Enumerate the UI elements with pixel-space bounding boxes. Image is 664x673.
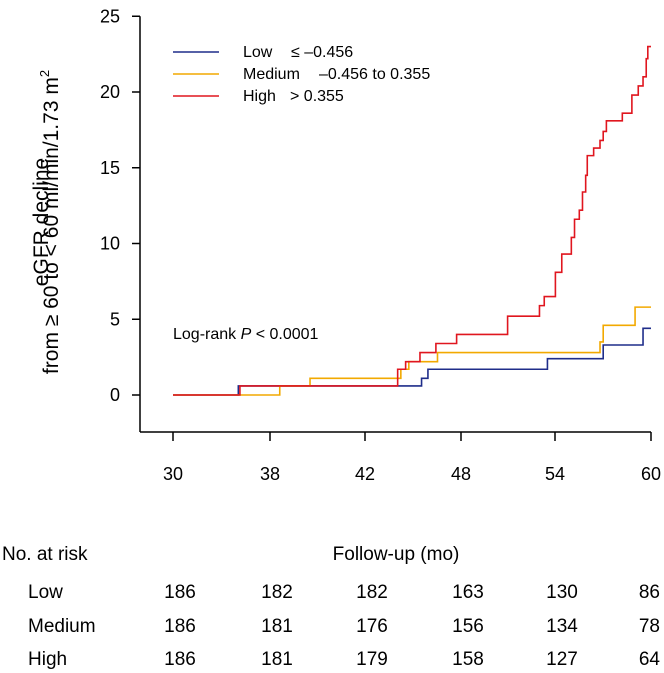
legend: Low ≤ –0.456 Medium –0.456 to 0.355 High > 0.… xyxy=(173,44,430,105)
series-line-high xyxy=(173,45,651,396)
x-tick-label: 54 xyxy=(545,464,565,484)
risk-value: 163 xyxy=(452,582,484,603)
risk-value: 182 xyxy=(356,582,388,603)
risk-value: 130 xyxy=(546,582,578,603)
legend-label-medium: Medium xyxy=(243,66,300,83)
axes: 0 5 10 15 20 25 30 38 42 48 54 60 xyxy=(100,6,661,484)
legend-range-medium: –0.456 to 0.355 xyxy=(319,66,430,83)
risk-table-title: No. at risk xyxy=(2,544,88,565)
y-axis-label: eGFR decline xyxy=(30,158,53,286)
legend-range-high: > 0.355 xyxy=(290,88,344,105)
x-tick-label: 38 xyxy=(260,464,280,484)
y-axis-label-line2: from ≥ 60 to < 60 ml/min/1.73 m2 xyxy=(37,70,63,374)
risk-value: 176 xyxy=(356,616,388,637)
risk-value: 78 xyxy=(639,616,660,637)
y-axis-label-sup: 2 xyxy=(37,70,52,77)
risk-value: 127 xyxy=(546,649,578,670)
series-line-medium xyxy=(173,306,651,396)
y-tick-label: 15 xyxy=(100,158,120,178)
x-tick-label: 42 xyxy=(355,464,375,484)
risk-row-label-high: High xyxy=(28,649,67,670)
risk-row-label-medium: Medium xyxy=(28,616,96,637)
risk-value: 186 xyxy=(164,616,196,637)
log-rank-annotation: Log-rank P < 0.0001 xyxy=(173,326,319,343)
y-tick-label: 20 xyxy=(100,82,120,102)
annotation-prefix: Log-rank xyxy=(173,326,241,343)
x-tick-label: 60 xyxy=(641,464,661,484)
x-tick-label: 30 xyxy=(163,464,183,484)
y-axis-label-line1: eGFR decline xyxy=(30,158,53,286)
legend-label-low: Low xyxy=(243,44,273,61)
risk-value: 186 xyxy=(164,649,196,670)
legend-range-low: ≤ –0.456 xyxy=(291,44,353,61)
x-tick-label: 48 xyxy=(451,464,471,484)
risk-value: 181 xyxy=(261,616,293,637)
x-axis-label: Follow-up (mo) xyxy=(333,544,460,565)
y-axis-label-line2-main: from ≥ 60 to < 60 ml/min/1.73 m xyxy=(40,77,63,374)
risk-value: 134 xyxy=(546,616,578,637)
y-tick-label: 0 xyxy=(110,385,120,405)
risk-value: 64 xyxy=(639,649,661,670)
y-tick-label: 10 xyxy=(100,234,120,254)
risk-value: 182 xyxy=(261,582,293,603)
risk-row-label-low: Low xyxy=(28,582,63,603)
risk-value: 179 xyxy=(356,649,388,670)
risk-value: 86 xyxy=(639,582,660,603)
y-axis-label-2: from ≥ 60 to < 60 ml/min/1.73 m2 xyxy=(37,70,63,374)
risk-value: 186 xyxy=(164,582,196,603)
risk-value: 156 xyxy=(452,616,484,637)
annotation-p: P xyxy=(241,326,252,343)
risk-value: 158 xyxy=(452,649,484,670)
y-tick-label: 5 xyxy=(110,309,120,329)
risk-value: 181 xyxy=(261,649,293,670)
series-group xyxy=(173,45,651,396)
risk-table: Low 186 182 182 163 130 86 Medium 186 181 176 156 13… xyxy=(28,582,660,670)
y-tick-label: 25 xyxy=(100,6,120,26)
annotation-suffix: < 0.0001 xyxy=(251,326,318,343)
legend-label-high: High xyxy=(243,88,276,105)
